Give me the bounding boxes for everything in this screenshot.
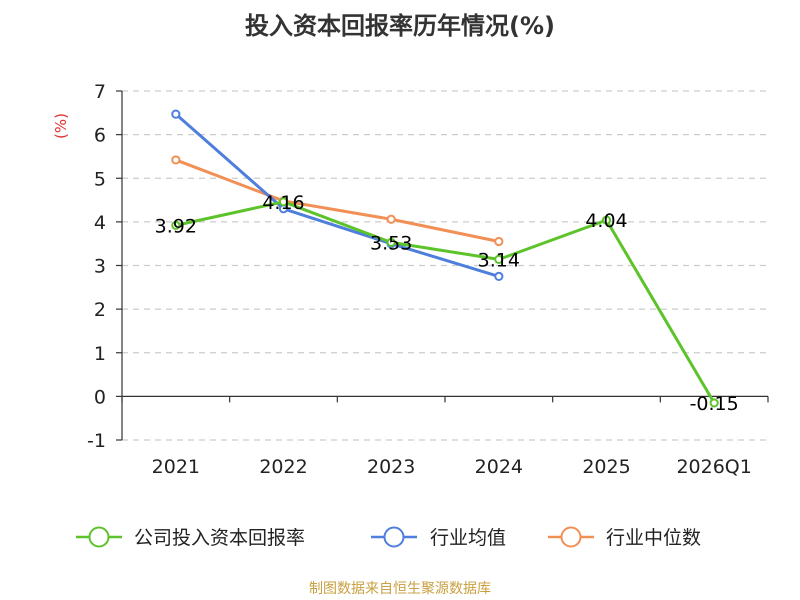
data-point — [171, 109, 181, 119]
data-point — [601, 215, 612, 225]
legend-marker — [383, 526, 405, 548]
y-tick-label: 2 — [94, 299, 106, 321]
data-point — [386, 214, 396, 224]
y-tick-label: 5 — [94, 168, 106, 190]
x-tick-label: 2021 — [152, 456, 200, 478]
series-line — [175, 200, 716, 404]
legend-marker — [88, 526, 110, 548]
legend-label: 公司投入资本回报率 — [134, 527, 305, 549]
x-tick-label: 2025 — [582, 456, 630, 478]
data-point — [494, 254, 504, 264]
series-lines — [171, 109, 719, 408]
grid-lines — [122, 90, 768, 441]
data-label: 3.14 — [478, 249, 520, 271]
data-point — [171, 155, 181, 165]
x-tick-label: 2022 — [259, 456, 307, 478]
data-label: -0.15 — [690, 393, 739, 415]
x-tick-label: 2026Q1 — [676, 456, 751, 478]
data-labels: 3.92 4.16 3.53 3.14 4.04 -0.15 — [155, 192, 739, 415]
data-point — [494, 236, 504, 247]
data-label: 3.53 — [370, 232, 412, 254]
data-point — [171, 220, 181, 230]
data-point — [278, 197, 289, 207]
y-tick-label: 4 — [94, 212, 106, 234]
source-note: 制图数据来自恒生聚源数据库 — [309, 581, 491, 597]
x-tick-label: 2023 — [367, 456, 415, 478]
data-label: 3.92 — [155, 215, 197, 237]
y-tick-label: 1 — [94, 343, 106, 365]
data-point — [494, 271, 504, 282]
series-line — [175, 158, 500, 243]
data-point — [709, 398, 719, 408]
legend-label: 行业均值 — [430, 527, 506, 549]
legend-marker — [560, 526, 582, 548]
y-tick-label: 3 — [94, 256, 106, 278]
axes: -1 0 1 2 3 4 5 6 7 2021 2022 2023 2024 2025 2026Q1 — [87, 81, 769, 478]
series-line — [174, 112, 500, 278]
chart-title: 投入资本回报率历年情况(%) — [245, 12, 555, 40]
data-label: 4.04 — [585, 210, 627, 232]
y-tick-label: 0 — [94, 386, 106, 408]
data-label: 4.16 — [262, 192, 304, 214]
y-tick-label: 7 — [94, 81, 106, 103]
legend-label: 行业中位数 — [606, 527, 701, 549]
y-tick-label: 6 — [94, 125, 106, 147]
legend: 公司投入资本回报率 行业均值 行业中位数 — [76, 526, 701, 549]
y-unit-label: (%) — [52, 113, 70, 139]
x-tick-label: 2024 — [475, 456, 523, 478]
y-tick-label: -1 — [87, 430, 106, 452]
data-point — [386, 237, 396, 247]
